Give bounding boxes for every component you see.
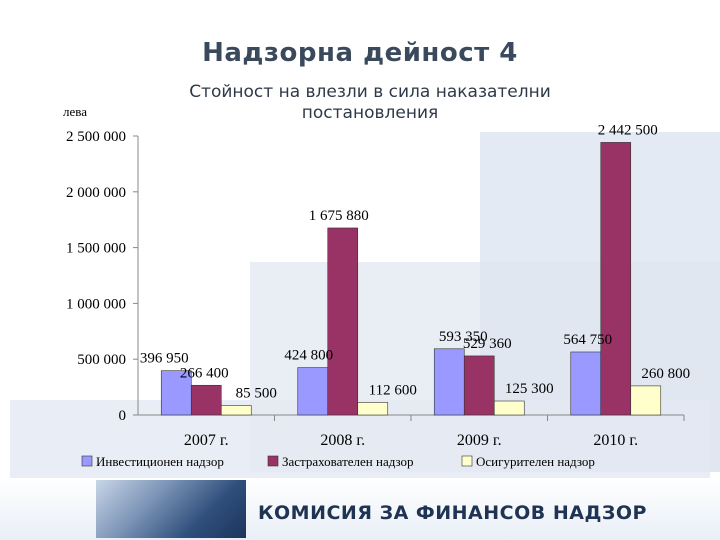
- chart-bars: [160, 142, 662, 416]
- y-axis-label: лева: [63, 104, 87, 119]
- data-label: 529 360: [463, 336, 512, 352]
- legend-label: Инвестиционен надзор: [96, 454, 224, 469]
- data-label: 564 750: [563, 332, 612, 348]
- chart-legend: Инвестиционен надзор Застрахователен надз…: [81, 454, 595, 469]
- x-tick-label: 2008 г.: [320, 432, 365, 449]
- data-label: 2 442 500: [598, 122, 658, 138]
- x-tick-label: 2010 г.: [593, 432, 638, 449]
- page-title: Надзорна дейност 4: [202, 38, 518, 68]
- legend-swatch: [267, 455, 279, 467]
- data-label: 396 950: [140, 351, 189, 367]
- y-tick-label: 1 000 000: [66, 296, 126, 312]
- bar-3-3: [493, 400, 525, 416]
- bar-2-3: [463, 355, 495, 416]
- y-tick-label: 1 500 000: [66, 241, 126, 257]
- data-label: 125 300: [505, 381, 554, 397]
- bar-1-3: [433, 348, 465, 416]
- bar-2-2: [327, 227, 359, 416]
- footer-organization: КОМИСИЯ ЗА ФИНАНСОВ НАДЗОР: [258, 502, 647, 524]
- data-label: 424 800: [284, 348, 333, 364]
- bar-3-1: [220, 405, 252, 416]
- data-label: 266 400: [180, 365, 229, 381]
- y-tick-label: 2 000 000: [66, 185, 126, 201]
- bar-chart: лева 0 500 000 1 000 000 1 500 000 2 000 000…: [63, 104, 690, 469]
- chart-title: Стойност на влезли в сила наказателни по…: [189, 82, 551, 123]
- data-label: 593 350: [439, 329, 488, 345]
- footer-photo: [96, 480, 246, 538]
- bar-3-4: [630, 385, 662, 416]
- data-label: 112 600: [369, 382, 417, 398]
- y-tick-label: 2 500 000: [66, 129, 126, 145]
- bar-1-4: [570, 351, 602, 416]
- bar-2-1: [190, 384, 222, 416]
- legend-swatch: [81, 455, 93, 467]
- bar-1-1: [160, 370, 192, 416]
- data-label: 85 500: [236, 385, 277, 401]
- data-label: 260 800: [641, 366, 690, 382]
- x-tick-label: 2009 г.: [457, 432, 502, 449]
- x-tick-label: 2007 г.: [184, 432, 229, 449]
- data-label: 1 675 880: [309, 208, 369, 224]
- legend-swatch: [461, 455, 473, 467]
- bar-2-4: [600, 142, 632, 416]
- bar-3-2: [357, 402, 389, 416]
- legend-label: Застрахователен надзор: [282, 454, 414, 469]
- bar-1-2: [297, 367, 329, 416]
- legend-label: Осигурителен надзор: [476, 454, 595, 469]
- y-tick-label: 0: [119, 408, 127, 424]
- y-tick-label: 500 000: [77, 352, 126, 368]
